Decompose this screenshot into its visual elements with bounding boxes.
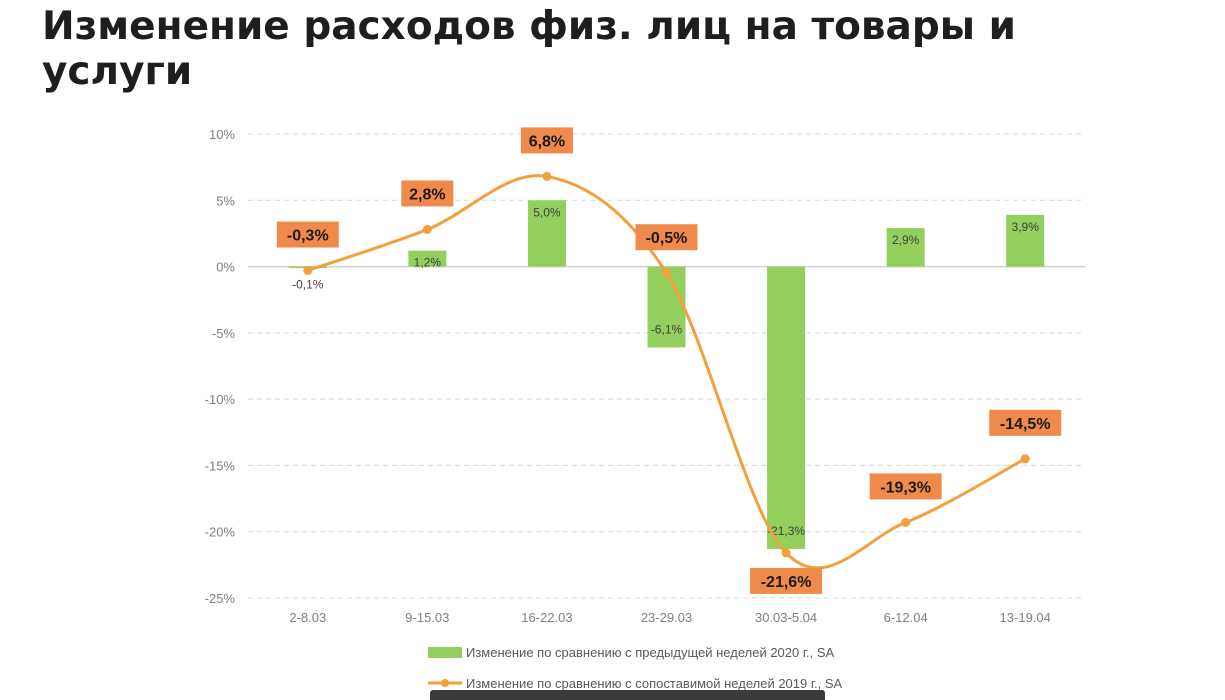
legend: Изменение по сравнению с предыдущей неде… [428,645,843,691]
series-line [307,174,1026,570]
line-data-label: -14,5% [1000,416,1051,433]
bar-data-label: 5,0% [533,205,561,219]
line-point [1020,454,1030,464]
x-tick-label: 2-8.03 [289,610,326,625]
x-tick-label: 6-12.04 [884,610,928,625]
y-tick-label: 5% [216,193,235,208]
bar-data-label: 1,2% [414,256,442,270]
line-label-box [276,221,339,248]
line-label-box [869,473,942,500]
line-label-box [401,180,454,207]
line-series [303,171,1030,570]
line-point [303,266,313,276]
x-tick-label: 13-19.04 [1000,610,1051,625]
y-tick-label: -10% [205,392,236,407]
line-label-box [520,127,573,154]
bar-data-label: -21,3% [767,524,805,538]
bar-series [288,200,1045,549]
bar-data-label: 3,9% [1012,220,1040,234]
line-data-label: 6,8% [529,133,565,150]
x-axis-ticks: 2-8.03 9-15.03 16-22.03 23-29.03 30.03-5.04 6… [289,610,1051,625]
line-point [542,171,552,181]
bar [408,250,447,267]
page-title: Изменение расходов физ. лиц на товары и … [42,4,1016,94]
x-tick-label: 23-29.03 [641,610,692,625]
x-tick-label: 9-15.03 [405,610,449,625]
grid [248,133,1085,599]
line-label-box [989,409,1062,436]
line-data-label: -0,3% [287,228,329,245]
line-data-label: -0,5% [646,230,688,247]
line-point [781,548,791,558]
legend-swatch-bar [428,647,462,658]
x-tick-label: 30.03-5.04 [755,610,817,625]
y-tick-label: -25% [205,591,236,606]
bar [527,200,566,267]
bar [886,228,925,267]
y-tick-label: -5% [212,326,236,341]
y-tick-label: 10% [209,127,235,142]
line-data-label: -19,3% [880,479,931,496]
bar-data-label: -6,1% [651,322,683,336]
y-axis-ticks: 10% 5% 0% -5% -10% -15% -20% -25% [205,127,236,606]
y-tick-label: -15% [205,458,236,473]
line-label-box [635,224,698,251]
bar [767,266,806,549]
bar [647,266,686,348]
line-data-labels: -0,3% 2,8% 6,8% -0,5% -21,6% -19,3% -14,5% [276,127,1062,594]
line-point [662,268,671,278]
y-tick-label: -20% [205,525,236,540]
bar-data-label: 2,9% [892,233,920,247]
line-point [901,517,911,527]
y-tick-label: 0% [216,260,235,275]
x-tick-label: 16-22.03 [521,610,572,625]
bottom-toolbar-edge [430,690,825,700]
bar-data-labels: -0,1% 1,2% 5,0% -6,1% -21,3% 2,9% 3,9% [292,205,1039,538]
bar-data-label: -0,1% [292,278,324,292]
bar [1006,214,1045,267]
line-data-label: -21,6% [761,574,812,591]
line-point [422,224,432,234]
line-label-box [750,567,823,594]
legend-label-bar: Изменение по сравнению с предыдущей неде… [466,645,835,660]
legend-swatch-marker [441,679,449,687]
line-data-label: 2,8% [409,186,445,203]
legend-label-line: Изменение по сравнению с сопоставимой не… [466,676,843,691]
